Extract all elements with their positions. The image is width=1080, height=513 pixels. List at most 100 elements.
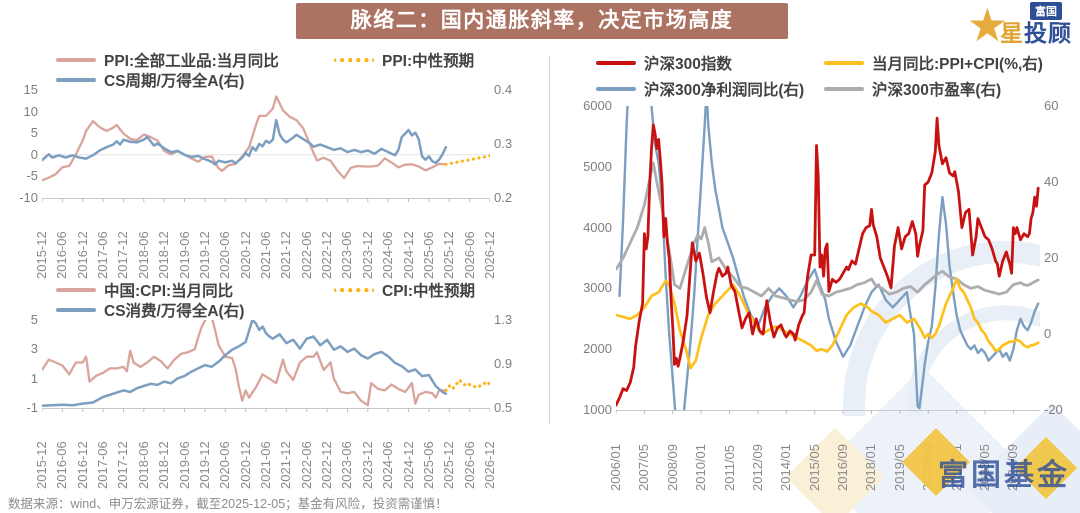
x-tick: 2016-06 <box>54 441 70 489</box>
x-tick: 2019-06 <box>176 441 192 489</box>
series-hs300-profit <box>618 105 1040 411</box>
hs300-chart-plot-row: 6000 5000 4000 3000 2000 1000 60 40 20 0 -20 <box>572 98 1080 513</box>
x-tick: 2026-12 <box>482 231 497 279</box>
legend-item-cpi: 中国:CPI:当月同比 <box>56 280 334 300</box>
legend-swatch-cpi-forecast <box>334 288 374 292</box>
legend-item-cs-consumer: CS消费/万得全A(右) <box>56 300 356 320</box>
x-tick: 2025-12 <box>441 441 457 489</box>
series-ppi-cpi-yoy <box>616 277 1040 370</box>
cpi-left-axis: 5 3 1 -1 <box>12 312 42 415</box>
ppi-chart: PPI:全部工业品:当月同比 PPI:中性预期 CS周期/万得全A(右) 15 10 5… <box>12 50 532 283</box>
x-tick: 2023-06 <box>339 231 355 279</box>
x-tick: 2022-06 <box>298 441 314 489</box>
legend-label-ppi: PPI:全部工业品:当月同比 <box>104 53 279 70</box>
y-tick-left: 10 <box>23 103 38 119</box>
x-tick: 2024-06 <box>380 441 396 489</box>
plot-svg <box>41 319 491 412</box>
y-tick-left: 15 <box>23 82 38 97</box>
brand-text-block: 富国 星投顾 <box>1000 2 1072 46</box>
x-tick: 2020-12 <box>237 231 253 279</box>
legend-label-hs300: 沪深300指数 <box>644 56 732 73</box>
brand-name: 星投顾 <box>1000 20 1072 46</box>
ppi-chart-legend: PPI:全部工业品:当月同比 PPI:中性预期 CS周期/万得全A(右) <box>12 50 532 90</box>
y-tick-left: -5 <box>26 168 38 184</box>
x-tick: 2022-06 <box>298 231 314 279</box>
x-tick: 2019-12 <box>196 231 212 279</box>
y-tick-left: 0 <box>30 146 38 162</box>
x-tick: 2025-06 <box>420 231 436 279</box>
x-tick: 2017-06 <box>95 441 111 489</box>
series-cs-consumer <box>42 319 448 408</box>
x-tick: 2021-06 <box>258 231 273 279</box>
x-tick: 2017-12 <box>115 231 131 279</box>
legend-swatch-ppi-forecast <box>334 58 374 62</box>
legend-swatch-ppi <box>56 58 96 62</box>
column-divider <box>549 56 550 424</box>
series-group <box>42 95 490 182</box>
x-tick: 2024-12 <box>400 231 416 279</box>
legend-item-ppi-cpi-yoy: 当月同比:PPI+CPI(%,右) <box>824 50 1064 76</box>
legend-swatch-cpi <box>56 288 96 292</box>
y-tick-right: 0.2 <box>494 190 513 205</box>
series-cpi <box>42 319 448 407</box>
series-ppi-forecast <box>444 154 490 166</box>
x-tick: 2018-06 <box>135 441 151 489</box>
x-tick: 2006/01 <box>608 444 623 491</box>
x-tick: 2020-12 <box>237 441 253 489</box>
legend-swatch-hs300-profit <box>596 87 636 91</box>
y-tick-left: 5 <box>30 312 38 327</box>
series-group <box>616 105 1040 411</box>
x-tick: 2018-06 <box>135 231 151 279</box>
x-tick: 2019-12 <box>196 441 212 489</box>
y-tick-left: 4000 <box>583 219 612 235</box>
brand-mark: 富国 <box>1030 2 1062 20</box>
series-group <box>42 319 490 408</box>
x-tick: 2023-12 <box>359 231 375 279</box>
plot-svg <box>41 95 491 202</box>
series-cpi-forecast <box>444 378 490 393</box>
y-tick-left: -10 <box>19 190 38 205</box>
y-tick-right: 60 <box>1044 98 1059 113</box>
legend-item-cs-cycle: CS周期/万得全A(右) <box>56 70 356 90</box>
y-tick-left: -1 <box>26 400 38 415</box>
ppi-x-axis-row: 2015-12 2016-06 2016-12 2017-06 2017-12 2018-… <box>12 209 532 283</box>
y-tick-right: 40 <box>1044 174 1059 189</box>
series-hs300-pe <box>616 161 1040 304</box>
x-tick: 2025-12 <box>441 231 457 279</box>
legend-item-hs300-profit: 沪深300净利润同比(右) <box>596 76 824 102</box>
hs300-right-axis: 60 40 20 0 -20 <box>1040 98 1070 417</box>
legend-label-cs-consumer: CS消费/万得全A(右) <box>104 303 245 320</box>
series-ppi <box>42 95 448 182</box>
hs300-chart: 沪深300指数 当月同比:PPI+CPI(%,右) 沪深300净利润同比(右) 沪深3… <box>572 50 1080 513</box>
cpi-right-axis: 1.3 0.9 0.5 <box>490 312 528 415</box>
y-tick-right: 20 <box>1044 250 1059 265</box>
ppi-plot-area <box>41 90 491 209</box>
x-tick: 2022-12 <box>319 231 335 279</box>
x-tick: 2020-06 <box>217 441 233 489</box>
hs300-left-axis: 6000 5000 4000 3000 2000 1000 <box>572 98 616 417</box>
y-tick-left: 3000 <box>583 280 612 296</box>
fund-watermark: 富国基金 <box>846 428 1078 500</box>
x-tick: 2019-06 <box>176 231 192 279</box>
page-title: 脉络二：国内通胀斜率，决定市场高度 <box>296 3 788 39</box>
y-tick-right: 0.4 <box>494 82 513 97</box>
legend-item-cpi-forecast: CPI:中性预期 <box>334 280 524 300</box>
legend-label-hs300-pe: 沪深300市盈率(右) <box>872 82 1002 99</box>
legend-label-ppi-forecast: PPI:中性预期 <box>382 53 475 70</box>
y-tick-right: 0.3 <box>494 136 513 151</box>
legend-swatch-cs-cycle <box>56 78 96 82</box>
ppi-chart-plot-row: 15 10 5 0 -5 -10 0.4 0.3 0.2 <box>12 82 532 209</box>
star-icon: ★ <box>966 0 1008 51</box>
x-tick: 2016-12 <box>74 231 90 279</box>
legend-label-cpi: 中国:CPI:当月同比 <box>104 283 234 300</box>
x-tick: 2024-06 <box>380 231 396 279</box>
cpi-plot-area <box>41 319 491 419</box>
x-tick: 2016-06 <box>54 231 70 279</box>
legend-label-hs300-profit: 沪深300净利润同比(右) <box>644 82 805 99</box>
x-tick: 2017-06 <box>95 231 111 279</box>
x-tick: 2017-12 <box>115 441 131 489</box>
brand-name-gold: 星 <box>1000 20 1024 46</box>
x-tick: 2018-12 <box>156 231 172 279</box>
x-tick: 2023-12 <box>359 441 375 489</box>
